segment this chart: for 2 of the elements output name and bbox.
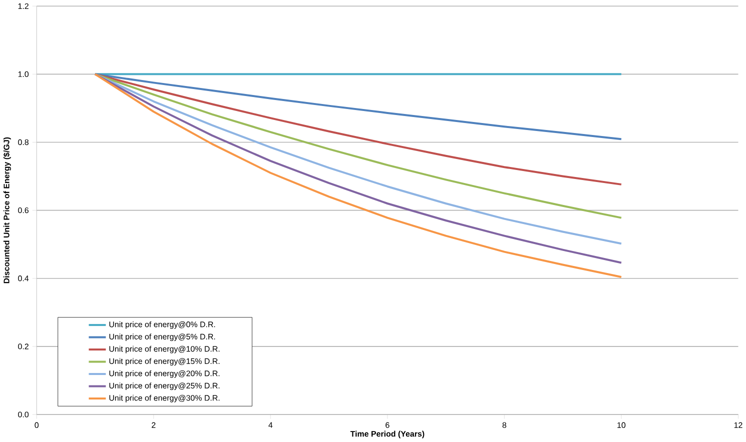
line-series (94, 73, 622, 186)
line-series (94, 73, 622, 140)
